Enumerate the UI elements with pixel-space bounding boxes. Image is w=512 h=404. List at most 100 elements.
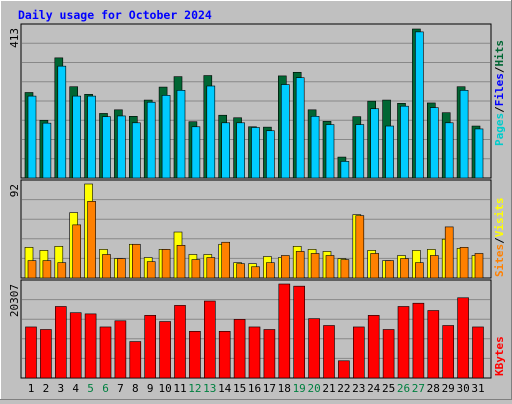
files-bar [27,95,37,179]
day-label: 30 [456,382,469,395]
sites-bar [87,201,96,279]
sites-bar [146,261,156,279]
sites-bar [355,215,365,279]
day-label: 23 [352,382,365,395]
files-bar [370,108,380,179]
files-bar [132,122,141,179]
day-label: 18 [278,382,291,395]
day-label: 13 [203,382,216,395]
kbytes-bar [472,326,484,379]
kbytes-bar [204,300,216,379]
files-bar [72,95,81,179]
kbytes-bar [144,315,156,379]
day-label: 25 [382,382,395,395]
legend-entry: Hits [493,40,506,67]
files-bar [355,124,365,179]
visits-y-max-label: 92 [8,184,21,197]
kbytes-bar [54,306,67,379]
files-bar [42,122,52,179]
files-bar [415,31,424,179]
sites-bar [429,255,439,279]
files-bar [87,95,96,179]
legend-entry: / [493,66,506,73]
files-bar [191,126,201,179]
day-label: 1 [28,382,35,395]
kbytes-bar [69,312,82,379]
kbytes-bar [397,306,410,379]
sites-bar [266,262,275,279]
sites-bar [474,253,484,279]
day-label: 15 [233,382,246,395]
files-bar [221,122,230,179]
kbytes-bar [114,320,127,379]
day-label: 29 [442,382,455,395]
day-label: 24 [367,382,381,395]
sites-bar [42,260,52,279]
kbytes-bar [293,285,306,379]
kbytes-bar [25,326,37,379]
day-label: 9 [147,382,154,395]
sites-bar [27,260,37,279]
kbytes-bar [352,326,365,379]
day-label: 6 [102,382,109,395]
day-label: 12 [188,382,201,395]
day-label: 31 [471,382,484,395]
kbytes-bar [278,283,291,379]
files-bar [280,84,290,179]
kbytes-bar [263,329,276,379]
chart-title: Daily usage for October 2024 [18,8,212,22]
files-bar [161,95,171,179]
files-bar [340,161,350,179]
day-label: 22 [337,382,350,395]
day-label: 4 [72,382,79,395]
kbytes-bar [174,305,186,379]
sites-bar [325,255,335,279]
day-label: 17 [263,382,276,395]
files-bar [474,128,484,179]
legend-entry: Files [493,73,506,106]
kbytes-legend: KBytes [493,336,506,376]
sites-bar [191,259,201,279]
files-bar [251,127,260,179]
legend-entry: Sites [493,244,506,277]
sites-bar [340,259,350,279]
kbytes-bar [308,318,320,379]
files-bar [444,122,454,179]
sites-bar [132,243,141,279]
sites-bar [102,254,111,279]
sites-bar [415,262,424,279]
day-label: 19 [293,382,306,395]
day-label: 3 [57,382,64,395]
files-bar [310,116,320,179]
visits-sites-legend: Sites/Visits [493,198,506,278]
files-bar [102,116,111,179]
day-label: 21 [322,382,335,395]
day-label: 11 [173,382,186,395]
legend-entry: KBytes [493,336,506,376]
sites-bar [310,253,320,279]
day-label: 7 [117,382,124,395]
files-bar [206,85,216,179]
day-label: 20 [307,382,320,395]
files-bar [325,124,335,179]
day-label: 5 [87,382,94,395]
files-bar [236,122,245,179]
kbytes-bar [442,325,455,379]
day-label: 2 [43,382,50,395]
files-bar [57,65,67,179]
files-bar [266,130,275,179]
sites-bar [459,247,469,279]
day-label: 10 [158,382,171,395]
kbytes-y-max-label: 20307 [8,284,21,317]
legend-entry: Visits [493,198,506,238]
sites-bar [370,253,380,279]
kbytes-bar [323,325,335,379]
sites-bar [206,257,216,279]
legend-entry: Pages [493,113,506,146]
files-bar [146,101,156,179]
sites-bar [400,258,409,279]
day-label: 16 [248,382,261,395]
kbytes-bar [427,310,440,379]
sites-bar [72,224,81,279]
kbytes-bar [159,321,171,379]
